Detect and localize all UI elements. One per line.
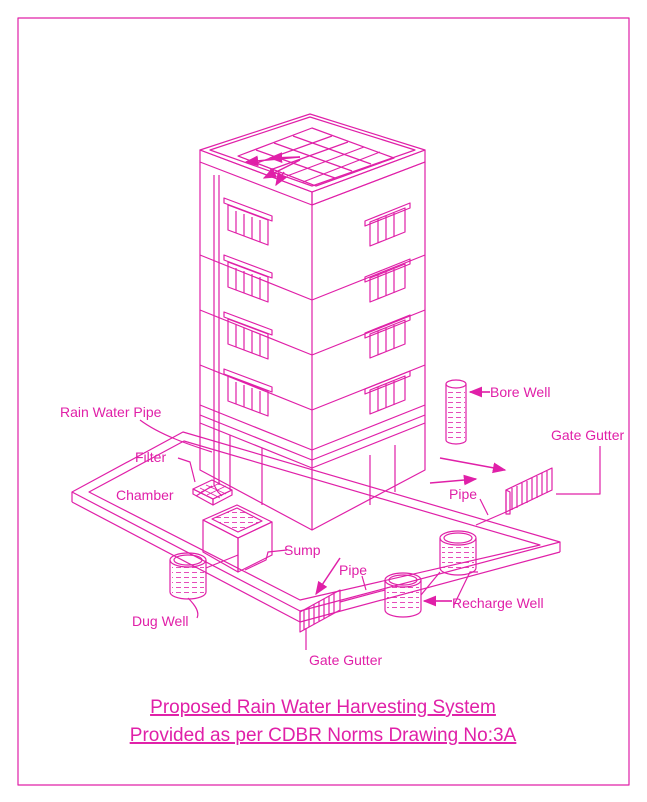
roof-flow-arrow xyxy=(262,159,301,179)
building xyxy=(199,113,426,531)
gate-gutter-bottom xyxy=(299,589,341,633)
gate-gutter-right xyxy=(505,467,553,515)
recharge-well-1 xyxy=(439,530,477,576)
leader-rain-water-pipe xyxy=(139,419,213,453)
title-line-1: Proposed Rain Water Harvesting System xyxy=(150,697,496,718)
leader-chamber xyxy=(195,485,213,497)
sump xyxy=(202,504,273,573)
filter-chamber xyxy=(192,479,233,506)
bore-well xyxy=(445,379,467,445)
label-pipe-left: Pipe xyxy=(339,562,367,578)
leader-pipe-left xyxy=(361,575,367,591)
label-gate-gutter-bottom: Gate Gutter xyxy=(309,652,382,668)
leader-sump xyxy=(244,549,288,571)
title-line-2: Provided as per CDBR Norms Drawing No:3A xyxy=(130,725,517,746)
label-sump: Sump xyxy=(284,542,321,558)
label-bore-well: Bore Well xyxy=(490,384,550,400)
roof-flow-arrow xyxy=(275,171,287,187)
flow-arrow-to-gutter xyxy=(315,557,341,596)
leader-gate-gutter-right xyxy=(556,446,601,495)
pipe-segment xyxy=(339,589,386,603)
leader-dug-well xyxy=(187,597,199,619)
label-filter: Filter xyxy=(135,449,166,465)
label-recharge-well: Recharge Well xyxy=(452,595,544,611)
dug-well xyxy=(169,552,207,600)
rain-water-pipe xyxy=(213,175,223,497)
pipe-segment xyxy=(475,511,507,526)
leader-pipe-right xyxy=(479,498,489,516)
label-gate-gutter-right: Gate Gutter xyxy=(551,427,624,443)
label-dug-well: Dug Well xyxy=(132,613,189,629)
label-chamber: Chamber xyxy=(116,487,174,503)
windows-left xyxy=(223,197,273,417)
pipe-segment xyxy=(420,571,441,596)
flow-arrow-pipe xyxy=(429,474,478,486)
roof-flow-arrow xyxy=(268,152,301,163)
recharge-well-2 xyxy=(384,572,422,618)
label-rain-water-pipe: Rain Water Pipe xyxy=(60,404,162,420)
leader-filter xyxy=(177,457,196,483)
windows-right xyxy=(364,202,411,415)
flow-arrow-to-gate xyxy=(439,457,507,474)
sheet-border xyxy=(17,17,630,786)
roof xyxy=(199,113,426,193)
compound-wall xyxy=(71,431,561,623)
label-pipe-right: Pipe xyxy=(449,486,477,502)
